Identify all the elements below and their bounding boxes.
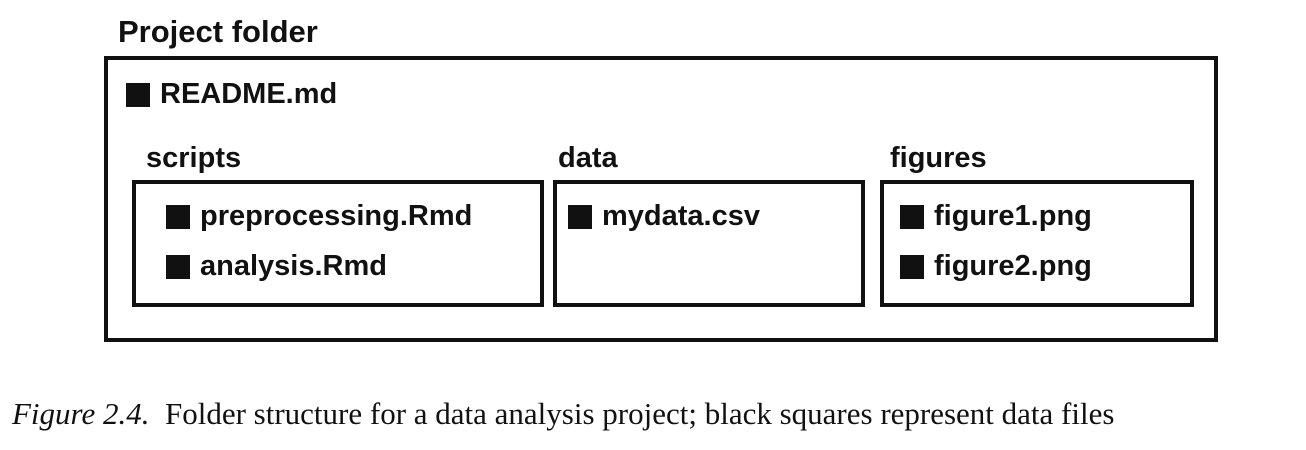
project-folder-box [104, 56, 1218, 342]
scripts-file-1: preprocessing.Rmd [166, 200, 472, 233]
file-label: preprocessing.Rmd [200, 200, 473, 232]
data-file-square-icon [126, 82, 150, 107]
file-label: figure2.png [934, 250, 1092, 282]
data-file-square-icon [900, 254, 924, 279]
data-folder-box [553, 180, 865, 307]
data-file-1: mydata.csv [568, 200, 760, 233]
file-label: mydata.csv [602, 200, 760, 232]
data-file-square-icon [568, 204, 592, 229]
file-label: analysis.Rmd [200, 250, 387, 282]
readme-file: README.md [126, 78, 337, 111]
data-file-square-icon [166, 204, 190, 229]
readme-label: README.md [160, 78, 338, 110]
scripts-file-2: analysis.Rmd [166, 250, 387, 283]
figures-file-1: figure1.png [900, 200, 1092, 233]
scripts-folder-label: scripts [146, 142, 242, 174]
figures-folder-box [880, 180, 1194, 307]
figures-file-2: figure2.png [900, 250, 1092, 283]
file-label: figure1.png [934, 200, 1092, 232]
figures-folder-label: figures [890, 142, 987, 174]
data-file-square-icon [900, 204, 924, 229]
project-folder-label: Project folder [118, 14, 318, 49]
data-file-square-icon [166, 254, 190, 279]
scripts-folder-box [132, 180, 544, 307]
data-folder-label: data [558, 142, 618, 174]
figure-caption: Figure 2.4. Folder structure for a data … [12, 396, 1114, 432]
caption-text: Folder structure for a data analysis pro… [164, 396, 1115, 431]
figure-number: Figure 2.4. [12, 396, 150, 431]
